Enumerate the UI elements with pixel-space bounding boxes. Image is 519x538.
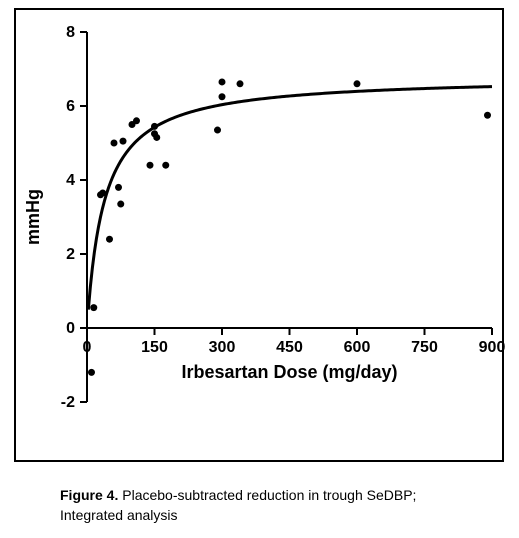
x-axis-label: Irbesartan Dose (mg/day) <box>181 362 397 382</box>
data-point <box>115 184 122 191</box>
y-tick-label: 4 <box>66 172 75 189</box>
dose-response-chart: 0 150 300 450 600 750 900 -2 0 2 4 6 8 Irbesartan Dos… <box>16 10 506 464</box>
data-point <box>120 138 127 145</box>
y-axis-label: mmHg <box>23 189 43 245</box>
x-tick-label: 900 <box>479 339 506 356</box>
x-tick-label: 600 <box>344 339 371 356</box>
caption-line-1: Placebo-subtracted reduction in trough S… <box>118 487 416 503</box>
y-tick-label: 8 <box>66 24 75 41</box>
data-point <box>219 78 226 85</box>
x-tick-label: 300 <box>209 339 236 356</box>
data-point <box>147 162 154 169</box>
data-point <box>219 93 226 100</box>
caption-prefix: Figure 4. <box>60 487 118 503</box>
figure-wrapper: 0 150 300 450 600 750 900 -2 0 2 4 6 8 Irbesartan Dos… <box>0 0 519 538</box>
plot-border: 0 150 300 450 600 750 900 -2 0 2 4 6 8 Irbesartan Dos… <box>14 8 504 462</box>
data-point <box>111 140 118 147</box>
data-point <box>151 123 158 130</box>
data-point <box>133 117 140 124</box>
y-tick-label: 0 <box>66 320 75 337</box>
data-point <box>117 201 124 208</box>
data-point <box>88 369 95 376</box>
figure-caption: Figure 4. Placebo-subtracted reduction i… <box>60 485 416 526</box>
caption-line-2: Integrated analysis <box>60 507 178 523</box>
data-point <box>237 80 244 87</box>
y-tick-label: 6 <box>66 98 75 115</box>
data-point <box>90 304 97 311</box>
y-tick-label: 2 <box>66 246 75 263</box>
fitted-curve <box>88 87 492 310</box>
data-point <box>106 236 113 243</box>
data-point <box>354 80 361 87</box>
x-tick-label: 750 <box>411 339 438 356</box>
data-point <box>484 112 491 119</box>
x-tick-label: 0 <box>83 339 92 356</box>
data-point <box>99 189 106 196</box>
data-point <box>162 162 169 169</box>
x-tick-label: 150 <box>141 339 168 356</box>
x-tick-label: 450 <box>276 339 303 356</box>
data-point <box>153 134 160 141</box>
data-point <box>214 127 221 134</box>
y-tick-label: -2 <box>61 394 75 411</box>
